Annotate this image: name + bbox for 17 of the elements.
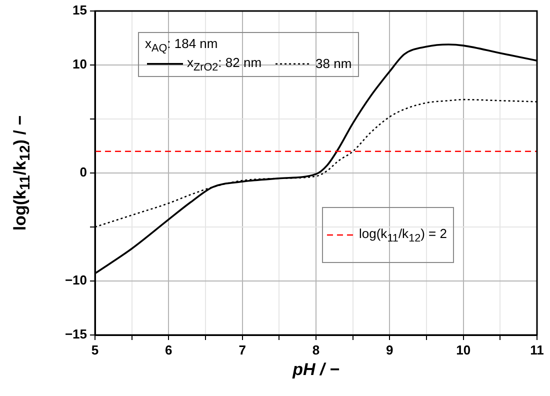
- legend-label: 38 nm: [316, 56, 352, 72]
- x-tick-label: 8: [312, 342, 320, 358]
- y-tick-label: 0: [80, 164, 87, 180]
- x-tick-label: 6: [165, 342, 172, 358]
- y-tick-label: −10: [64, 272, 87, 288]
- y-tick-label: 10: [72, 56, 87, 72]
- x-tick-label: 11: [530, 342, 544, 358]
- x-axis-title: pH / −: [291, 360, 340, 380]
- x-tick-label: 5: [91, 342, 99, 358]
- legend-label: x$_{ZrO2}$: 82 nm: [187, 54, 262, 74]
- y-tick-label: −15: [64, 326, 87, 342]
- legend-title: x$_{AQ}$: 184 nm: [145, 36, 219, 55]
- x-tick-label: 7: [238, 342, 246, 358]
- x-tick-label: 10: [456, 342, 471, 358]
- legend-label: log(k$_{11}$/k$_{12}$) = 2: [359, 226, 447, 244]
- x-tick-label: 9: [386, 342, 394, 358]
- y-tick-label: 15: [72, 2, 87, 18]
